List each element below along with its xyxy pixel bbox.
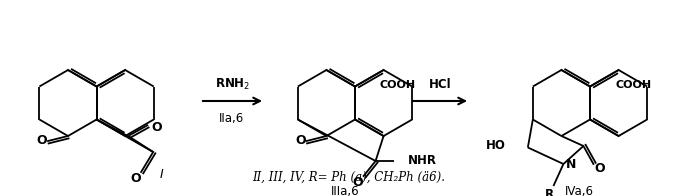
Text: HO: HO <box>486 139 506 152</box>
Text: RNH$_2$: RNH$_2$ <box>214 76 249 92</box>
Text: IIIa,6: IIIa,6 <box>331 184 359 196</box>
Text: IVa,6: IVa,6 <box>565 185 594 196</box>
Text: R: R <box>545 188 554 196</box>
Text: IIa,6: IIa,6 <box>219 112 244 124</box>
Text: O: O <box>594 162 604 174</box>
Text: II, III, IV, R= Ph (a), CH₂Ph (ä6).: II, III, IV, R= Ph (a), CH₂Ph (ä6). <box>253 171 445 184</box>
Text: HCl: HCl <box>429 77 452 91</box>
Text: O: O <box>352 177 363 190</box>
Text: O: O <box>295 134 306 148</box>
Text: COOH: COOH <box>615 80 651 90</box>
Text: COOH: COOH <box>380 80 416 90</box>
Text: O: O <box>37 134 47 148</box>
Text: O: O <box>131 172 142 185</box>
Text: O: O <box>151 121 162 134</box>
Text: NHR: NHR <box>408 154 436 168</box>
Text: I: I <box>159 168 163 181</box>
Text: N: N <box>566 158 577 171</box>
